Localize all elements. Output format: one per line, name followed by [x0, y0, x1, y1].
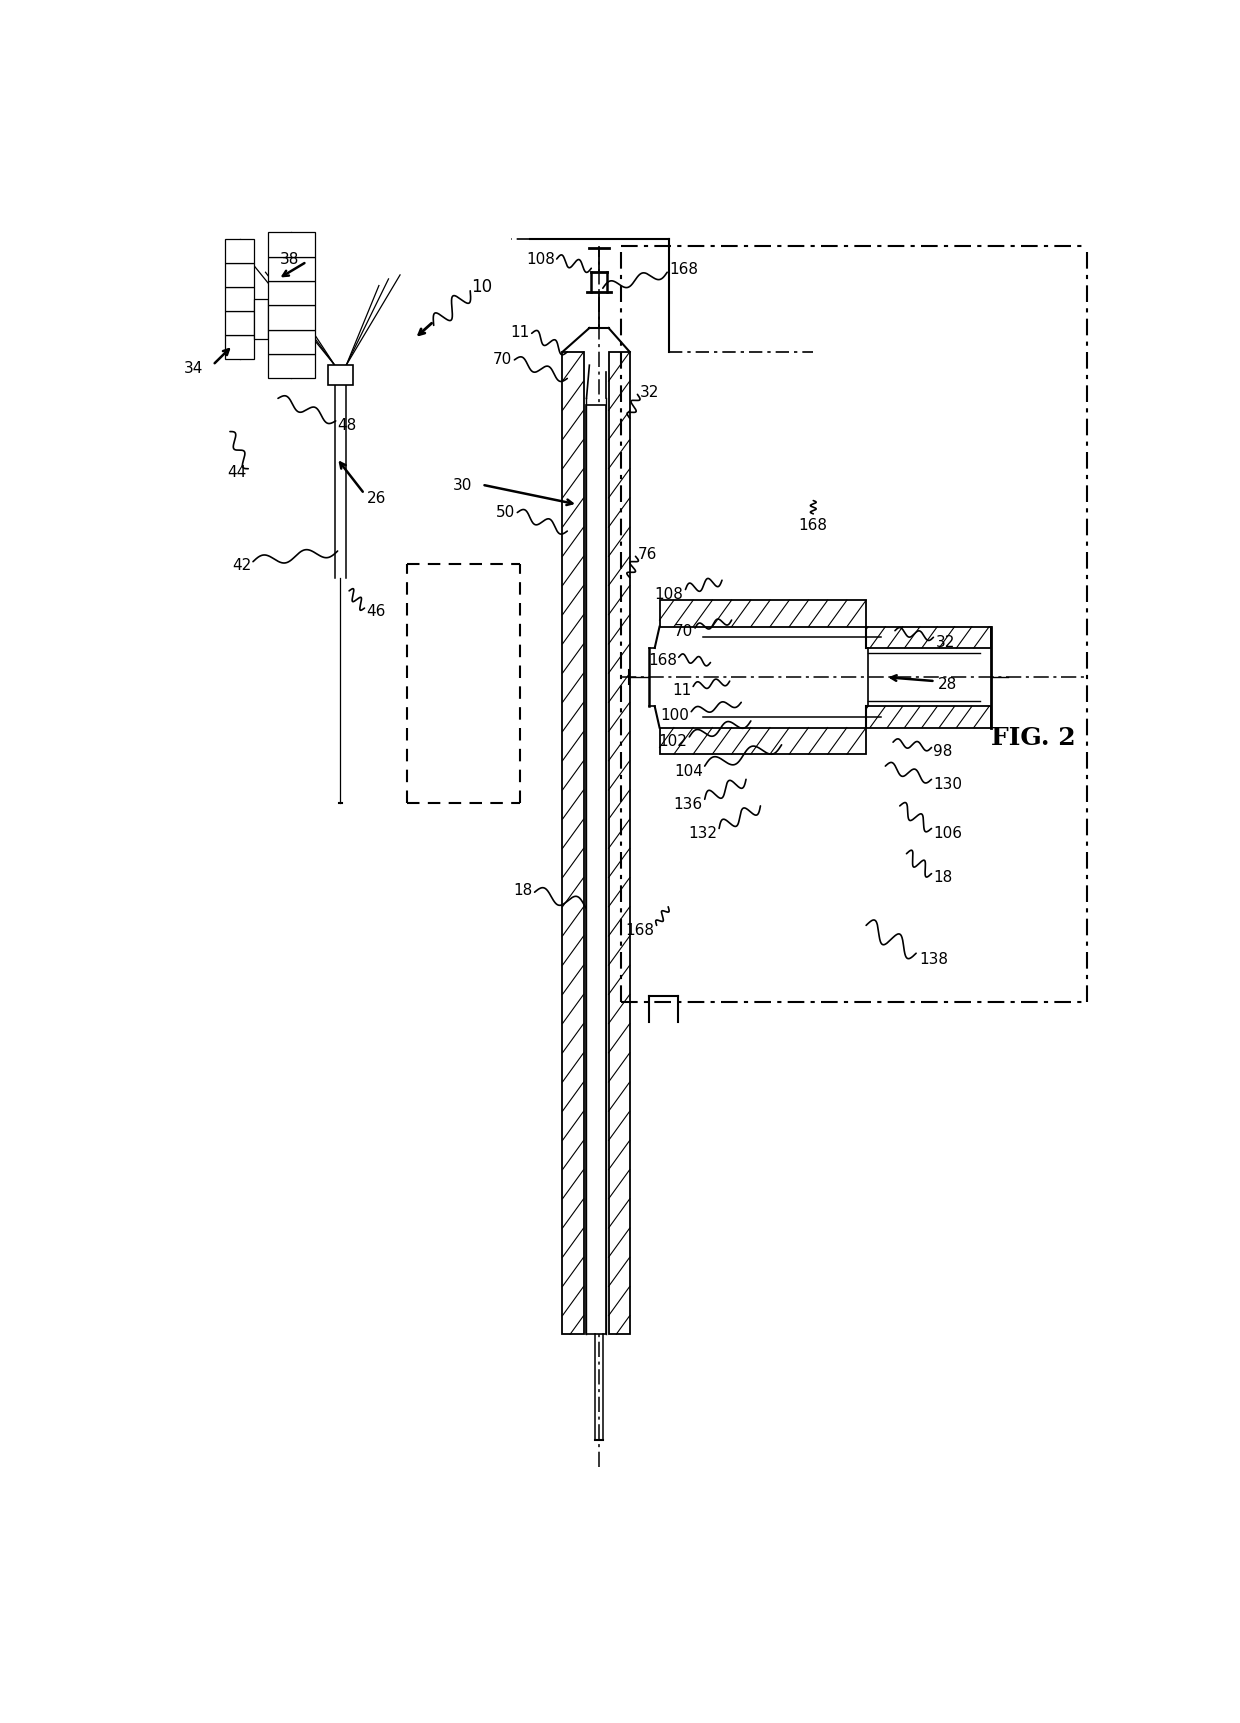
Bar: [254, 300, 268, 339]
Bar: [268, 283, 315, 307]
Bar: [268, 307, 315, 331]
Text: 132: 132: [688, 825, 717, 841]
Bar: [226, 239, 254, 264]
Text: 98: 98: [934, 743, 952, 758]
Text: 70: 70: [673, 624, 693, 639]
Text: 18: 18: [513, 882, 533, 898]
Text: 136: 136: [673, 796, 703, 812]
Text: 168: 168: [670, 262, 698, 277]
Text: 46: 46: [367, 603, 386, 619]
Text: 18: 18: [934, 868, 952, 884]
Text: FIG. 2: FIG. 2: [991, 725, 1075, 750]
Text: 138: 138: [919, 951, 949, 967]
Bar: [268, 331, 315, 355]
Bar: [226, 288, 254, 312]
Text: 76: 76: [637, 546, 657, 562]
Bar: [226, 264, 254, 288]
Text: 48: 48: [337, 419, 357, 432]
Bar: [268, 233, 315, 258]
Text: 10: 10: [471, 277, 492, 295]
Text: 130: 130: [934, 777, 962, 791]
Text: 102: 102: [658, 734, 687, 750]
Text: 42: 42: [232, 558, 250, 572]
Text: 100: 100: [661, 708, 689, 722]
Text: 106: 106: [934, 825, 962, 841]
Text: 70: 70: [494, 351, 512, 367]
Text: 168: 168: [626, 922, 655, 937]
Bar: [226, 312, 254, 336]
Text: 11: 11: [672, 682, 691, 698]
Bar: [268, 355, 315, 379]
Bar: [660, 601, 867, 627]
Text: 108: 108: [526, 252, 554, 267]
Text: 26: 26: [367, 491, 386, 507]
Text: 30: 30: [453, 477, 472, 493]
Text: 34: 34: [184, 362, 203, 376]
Text: 50: 50: [496, 505, 516, 519]
Text: 104: 104: [673, 763, 703, 779]
Text: 168: 168: [799, 517, 828, 532]
Text: 28: 28: [939, 677, 957, 693]
Text: 168: 168: [647, 653, 677, 669]
Text: 32: 32: [935, 634, 955, 650]
Text: 11: 11: [511, 326, 529, 341]
Text: 38: 38: [280, 252, 299, 267]
Bar: [866, 706, 991, 729]
Text: 108: 108: [655, 586, 683, 601]
Bar: [609, 353, 630, 1334]
Bar: [226, 336, 254, 360]
Bar: [660, 729, 867, 755]
Bar: [268, 258, 315, 283]
Bar: [866, 627, 991, 648]
Bar: [563, 353, 584, 1334]
Text: 32: 32: [640, 384, 658, 400]
Bar: [327, 365, 353, 386]
Bar: [587, 405, 605, 1334]
Text: 44: 44: [227, 465, 247, 479]
